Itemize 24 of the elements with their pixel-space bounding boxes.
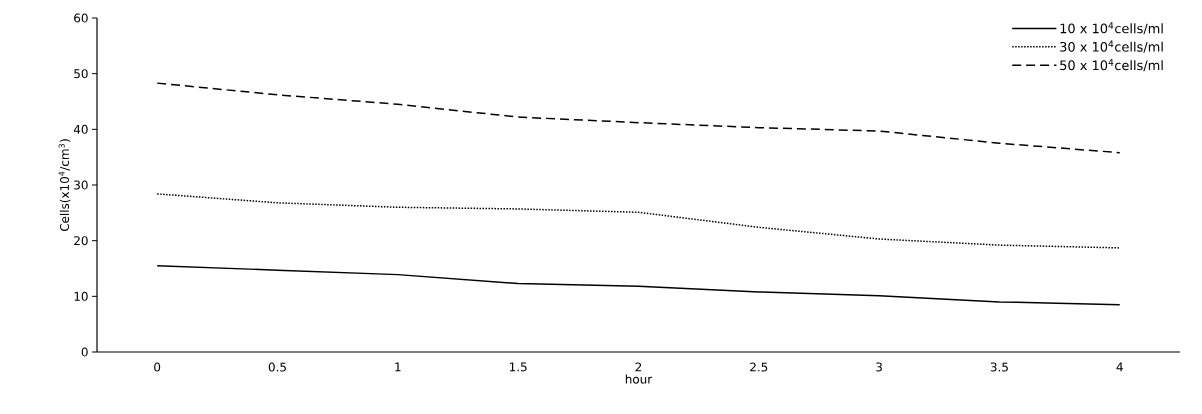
y-tick-label: 10 [74,291,88,301]
x-tick-label: 2.5 [750,362,768,372]
legend-label: 10 x 10$^{4}$cells/ml [1060,22,1163,35]
y-axis-title: Cells(x10$^{4}$/cm$^{3}$) [58,139,71,232]
x-tick-label: 3 [876,362,882,372]
y-tick-label: 20 [74,236,88,246]
x-tick-label: 1 [395,362,401,372]
y-tick-label: 60 [74,13,88,23]
legend-label: 50 x 10$^{4}$cells/ml [1060,59,1163,72]
y-tick-label: 30 [74,180,88,190]
line-series [156,82,1121,154]
x-tick-label: 2 [635,362,642,372]
x-tick-label: 1.5 [509,362,527,372]
legend-label: 30 x 10$^{4}$cells/ml [1060,40,1163,53]
x-axis-title: hour [625,374,653,384]
line-series [156,193,1121,249]
x-tick-label: 3.5 [990,362,1008,372]
y-tick-label: 50 [74,69,88,79]
y-tick-label: 40 [73,124,88,134]
x-tick-label: 4 [1116,362,1123,372]
x-tick-label: 0 [154,362,161,372]
line-series [156,264,1121,306]
x-tick-label: 0.5 [268,362,286,372]
y-tick-label: 0 [81,347,88,357]
